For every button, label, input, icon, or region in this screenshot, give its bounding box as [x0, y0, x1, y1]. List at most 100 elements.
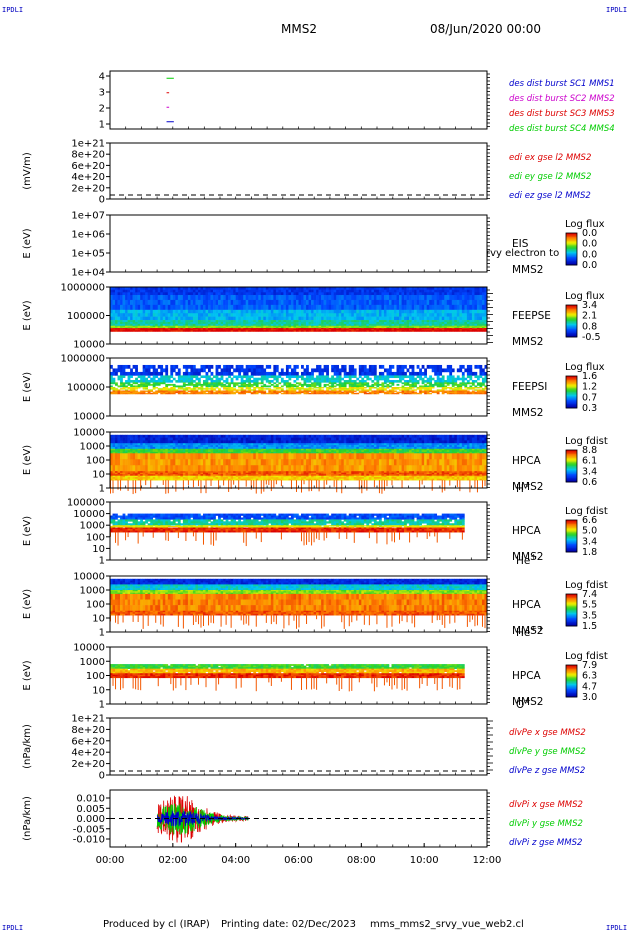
spectrogram-cell	[306, 393, 309, 394]
spectrogram-cell	[211, 322, 214, 324]
spectrogram-cell	[467, 295, 470, 300]
spectrogram-cell	[153, 310, 156, 314]
spectrogram-cell	[258, 320, 261, 322]
spectrogram-cell	[424, 368, 427, 372]
spectrogram-cell	[125, 382, 128, 384]
spectrogram-cell	[158, 445, 161, 447]
spectrogram-cell	[344, 365, 347, 369]
spectrogram-cell	[193, 305, 196, 310]
spectrogram-cell	[158, 324, 161, 326]
spectrogram-cell	[304, 300, 307, 305]
spectrogram-cell	[256, 330, 259, 331]
spectrogram-cell	[216, 324, 219, 326]
panel-4: 100000010000010000E (eV)Log flux3.42.10.…	[22, 283, 605, 351]
spectrogram-cell	[306, 365, 309, 369]
spectrogram-cell	[226, 378, 229, 381]
spectrogram-cell	[198, 380, 201, 383]
spectrogram-cell	[344, 305, 347, 310]
spectrogram-cell	[253, 310, 256, 314]
spectrogram-cell	[118, 438, 121, 441]
spectrogram-cell	[130, 393, 133, 394]
spectrogram-cell	[319, 320, 322, 322]
spectrogram-cell	[469, 382, 472, 384]
spectrogram-cell	[143, 324, 146, 326]
colorbar-tick-label: 0.0	[582, 260, 597, 271]
spectrogram-cell	[163, 320, 166, 322]
spectrogram-cell	[432, 313, 435, 317]
spectrogram-cell	[339, 310, 342, 314]
spectrogram-cell	[409, 324, 412, 326]
spectrogram-cell	[268, 292, 271, 295]
spectrogram-cell	[183, 375, 186, 378]
spectrogram-cell	[118, 393, 121, 394]
spectrogram-cell	[304, 305, 307, 310]
spectrogram-cell	[163, 382, 166, 384]
spectrogram-cell	[369, 290, 372, 293]
spectrogram-cell	[467, 305, 470, 310]
spectrogram-cell	[258, 313, 261, 317]
spectrogram-cell	[213, 310, 216, 314]
spectrogram-cell	[447, 393, 450, 394]
spectrogram-cell	[417, 388, 420, 389]
spectrogram-cell	[115, 372, 118, 376]
spectrogram-cell	[376, 385, 379, 387]
spectrogram-cell	[397, 292, 400, 295]
spectrogram-cell	[359, 388, 362, 389]
spectrogram-cell	[223, 388, 226, 389]
spectrogram-cell	[211, 305, 214, 310]
spectrogram-cell	[407, 317, 410, 321]
spectrogram-cell	[246, 324, 249, 326]
spectrogram-cell	[150, 372, 153, 376]
spectrogram-cell	[118, 447, 121, 449]
spectrogram-cell	[304, 384, 307, 386]
spectrogram-cell	[336, 375, 339, 378]
spectrogram-cell	[314, 290, 317, 293]
spectrogram-cell	[344, 330, 347, 331]
spectrogram-cell	[243, 310, 246, 314]
spectrogram-cell	[449, 330, 452, 331]
spectrogram-cell	[349, 305, 352, 310]
spectrogram-cell	[233, 300, 236, 305]
spectrogram-cell	[434, 380, 437, 383]
spectrogram-cell	[273, 382, 276, 384]
spectrogram-cell	[299, 305, 302, 310]
spectrogram-cell	[133, 324, 136, 326]
colorbar-tick-label: 3.4	[582, 300, 597, 311]
spectrogram-cell	[434, 322, 437, 324]
spectrogram-cell	[178, 380, 181, 383]
spectrogram-cell	[213, 300, 216, 305]
spectrogram-cell	[188, 322, 191, 324]
spectrogram-cell	[407, 375, 410, 378]
spectrogram-cell	[386, 378, 389, 381]
spectrogram-cell	[120, 465, 123, 471]
spectrogram-cell	[472, 330, 475, 331]
spectrogram-cell	[153, 322, 156, 324]
spectrogram-cell	[402, 324, 405, 326]
spectrogram-cell	[160, 322, 163, 324]
spectrogram-cell	[467, 290, 470, 293]
spectrogram-cell	[183, 365, 186, 369]
spectrogram-cell	[273, 290, 276, 293]
spectrogram-cell	[479, 322, 482, 324]
spectrogram-cell	[376, 320, 379, 322]
spectrogram-cell	[211, 292, 214, 295]
y-tick-label: 1000000	[60, 283, 105, 294]
spectrogram-cell	[341, 378, 344, 381]
spectrogram-cell	[424, 322, 427, 324]
spectrogram-cell	[469, 368, 472, 372]
spectrogram-cell	[198, 300, 201, 305]
spectrogram-cell	[391, 313, 394, 317]
spectrogram-cell	[276, 393, 279, 394]
spectrogram-cell	[253, 300, 256, 305]
spectrogram-cell	[449, 322, 452, 324]
spectrogram-cell	[203, 320, 206, 322]
spectrogram-cell	[429, 380, 432, 383]
spectrogram-cell	[120, 380, 123, 383]
spectrogram-cell	[404, 375, 407, 378]
spectrogram-cell	[442, 330, 445, 331]
spectrogram-cell	[160, 453, 163, 459]
spectrogram-cell	[165, 393, 168, 394]
spectrogram-cell	[369, 393, 372, 394]
spectrogram-cell	[246, 310, 249, 314]
spectrogram-cell	[311, 385, 314, 387]
